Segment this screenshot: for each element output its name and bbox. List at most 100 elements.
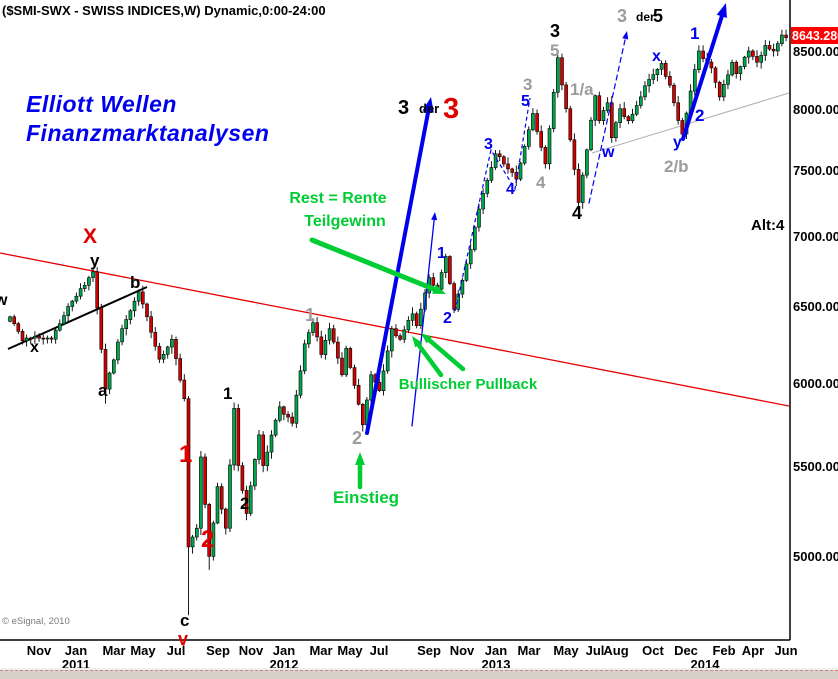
candle [672, 84, 676, 104]
candle [560, 57, 564, 86]
candle [319, 336, 324, 355]
candle [145, 303, 149, 317]
candle [294, 394, 299, 424]
candle [398, 335, 402, 340]
candle [522, 146, 527, 164]
wave-label: v [178, 629, 188, 649]
price-tick-label: 7000.00 [793, 229, 838, 244]
candle [41, 337, 46, 340]
candle [726, 74, 730, 85]
candle [248, 485, 253, 514]
candle [149, 316, 153, 333]
wave-label: 3 [398, 97, 409, 119]
candle [489, 167, 494, 181]
candle [701, 50, 705, 59]
candle [327, 328, 332, 341]
candle [526, 129, 531, 147]
candle [157, 345, 162, 360]
candle [551, 92, 556, 129]
candle [410, 313, 415, 321]
wave-label: w [0, 292, 8, 309]
candle [141, 291, 145, 305]
candle [236, 408, 241, 466]
annotation-text: Rest = Rente [289, 190, 386, 207]
wave-label: 1 [179, 441, 192, 468]
candle [377, 381, 382, 391]
price-tick-label: 5500.00 [793, 459, 838, 474]
arrow-wave1-thin-head [431, 212, 438, 221]
wave-label: 1/a [570, 80, 594, 99]
month-tick-label: May [130, 643, 156, 658]
candle [49, 337, 54, 340]
candle [315, 322, 319, 338]
candle [385, 350, 390, 372]
candle [290, 416, 295, 424]
candle [742, 56, 747, 67]
wave-label: x [652, 48, 661, 65]
candle [477, 208, 481, 228]
candle [99, 307, 104, 350]
candle [120, 328, 124, 343]
wave-label: 3 [550, 21, 560, 41]
candle [402, 329, 407, 340]
candle [589, 119, 593, 151]
candle [784, 34, 788, 38]
candle [651, 74, 656, 80]
wave-label: 3 [523, 75, 532, 94]
candle [165, 346, 170, 355]
candle [414, 313, 419, 326]
arrow-3-der-5-thick [681, 14, 724, 141]
candle [219, 486, 224, 510]
candle [481, 193, 485, 210]
wave-label: x [30, 339, 39, 356]
candle [240, 465, 245, 491]
horizontal-scrollbar[interactable] [0, 668, 838, 679]
candle [107, 372, 112, 390]
month-tick-label: Jul [586, 643, 605, 658]
price-tick-label: 7500.00 [793, 163, 838, 178]
month-tick-label: Sep [417, 643, 441, 658]
candle [70, 300, 75, 307]
arrow-pullback-2 [427, 337, 466, 372]
candle [24, 337, 29, 342]
candle [497, 153, 502, 158]
window-title: ($SMI-SWX - SWISS INDICES,W) Dynamic,0:0… [2, 3, 326, 18]
candle [518, 162, 523, 180]
candle [771, 48, 776, 52]
candle [419, 308, 423, 327]
candle [369, 374, 373, 401]
month-tick-label: Mar [309, 643, 332, 658]
candle [647, 79, 651, 87]
candle [767, 45, 772, 50]
candle [261, 434, 266, 466]
arrow-pullback-1 [416, 342, 444, 378]
candle [269, 434, 274, 453]
copyright-esignal: © eSignal, 2010 [2, 616, 70, 627]
month-tick-label: Jun [774, 643, 797, 658]
candle [37, 335, 41, 339]
candle [564, 84, 568, 110]
candle [394, 328, 398, 337]
candle [655, 69, 660, 76]
wave-label: 2 [201, 526, 214, 553]
wave-label: a [98, 381, 108, 400]
candle [680, 120, 685, 135]
candle [381, 370, 386, 391]
wave-label: 1 [690, 24, 699, 43]
candle [128, 310, 133, 320]
candle [464, 263, 469, 281]
candle [244, 489, 249, 514]
month-tick-label: May [553, 643, 579, 658]
gray-channel-line[interactable] [591, 92, 790, 154]
candle [547, 128, 552, 165]
wave-label: Alt:4 [751, 217, 785, 234]
candle [57, 323, 62, 331]
arrow-3-der-5-thick-head [716, 3, 727, 18]
candle [207, 503, 211, 557]
candle [74, 295, 79, 302]
candle [759, 55, 764, 63]
candle [53, 329, 58, 340]
candle [730, 61, 734, 76]
candle [431, 277, 436, 286]
